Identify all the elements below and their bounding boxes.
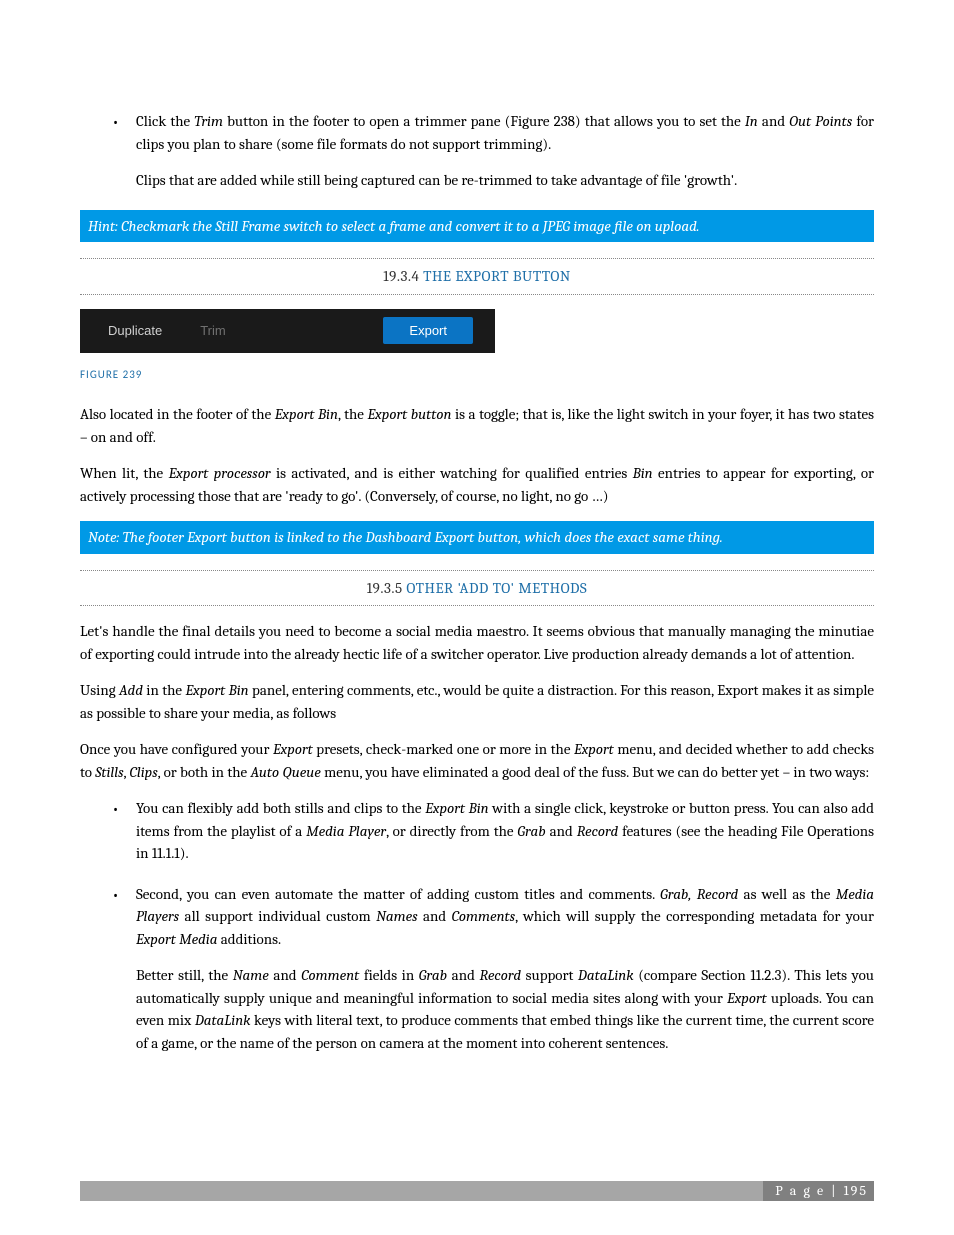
section-heading: 19.3.5 OTHER 'ADD TO' METHODS [80, 570, 874, 607]
footer-bar [80, 1181, 763, 1201]
bullet-list-1: Click the Trim button in the footer to o… [80, 110, 874, 192]
section-number: 19.3.4 [383, 267, 419, 285]
section-title: OTHER 'ADD TO' METHODS [406, 579, 587, 597]
figure-caption: FIGURE 239 [80, 367, 874, 384]
page-label: P a g e [775, 1181, 825, 1201]
hint-box: Hint: Checkmark the Still Frame switch t… [80, 210, 874, 243]
paragraph: Also located in the footer of the Export… [80, 403, 874, 448]
paragraph: Better still, the Name and Comment field… [136, 964, 874, 1054]
paragraph: You can flexibly add both stills and cli… [136, 797, 874, 865]
note-box: Note: The footer Export button is linked… [80, 521, 874, 554]
page-number-box: P a g e | 195 [763, 1181, 874, 1201]
section-number: 19.3.5 [367, 579, 403, 597]
list-item: Click the Trim button in the footer to o… [136, 110, 874, 192]
paragraph: Second, you can even automate the matter… [136, 883, 874, 951]
page-divider: | [831, 1181, 837, 1201]
paragraph: Clips that are added while still being c… [136, 169, 874, 192]
bullet-list-2: You can flexibly add both stills and cli… [80, 797, 874, 1054]
page-footer: P a g e | 195 [80, 1181, 874, 1201]
figure-toolbar: Duplicate Trim Export [80, 309, 495, 353]
paragraph: When lit, the Export processor is activa… [80, 462, 874, 507]
paragraph: Using Add in the Export Bin panel, enter… [80, 679, 874, 724]
paragraph: Let's handle the final details you need … [80, 620, 874, 665]
page-number: 195 [844, 1181, 868, 1201]
duplicate-button[interactable]: Duplicate [90, 317, 180, 344]
list-item: Second, you can even automate the matter… [136, 883, 874, 1055]
paragraph: Once you have configured your Export pre… [80, 738, 874, 783]
section-heading: 19.3.4 THE EXPORT BUTTON [80, 258, 874, 295]
paragraph: Click the Trim button in the footer to o… [136, 110, 874, 155]
export-button[interactable]: Export [383, 317, 473, 344]
trim-button[interactable]: Trim [182, 317, 244, 344]
list-item: You can flexibly add both stills and cli… [136, 797, 874, 865]
section-title: THE EXPORT BUTTON [423, 267, 571, 285]
page-content: Click the Trim button in the footer to o… [80, 110, 874, 1054]
